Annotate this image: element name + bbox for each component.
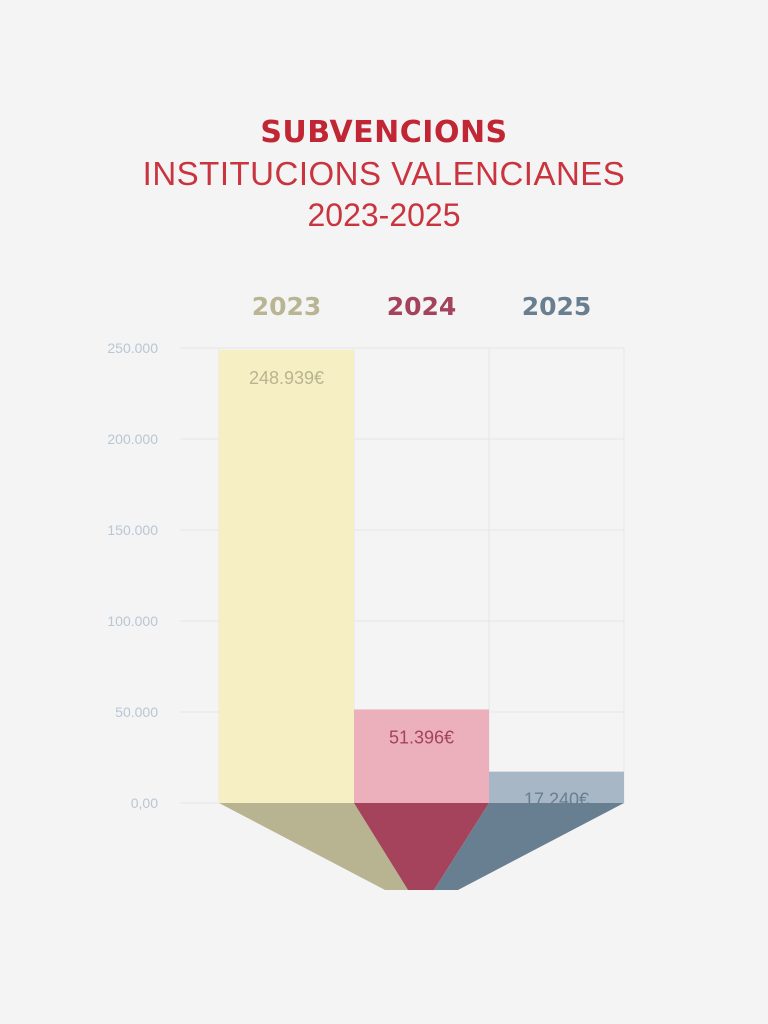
bar-2025	[489, 771, 624, 803]
chart-title-main: SUBVENCIONS	[260, 115, 508, 150]
year-labels: 2023 2024 2025	[252, 292, 592, 321]
y-tick-label: 50.000	[115, 704, 158, 720]
data-labels: 248.939€ 51.396€ 17.240€	[249, 368, 589, 810]
funnel-segment-2024	[354, 803, 489, 890]
bars	[219, 349, 624, 803]
x-tick-label-2024: 2024	[387, 292, 457, 321]
data-label-2024: 51.396€	[389, 727, 454, 747]
title-block: SUBVENCIONS INSTITUCIONS VALENCIANES 202…	[0, 112, 768, 236]
y-axis: 0,00 50.000 100.000 150.000 200.000 250.000	[107, 340, 158, 811]
funnel-segment-2025	[434, 803, 624, 890]
bar-2023	[219, 349, 354, 803]
y-tick-label: 200.000	[107, 431, 158, 447]
y-tick-label: 250.000	[107, 340, 158, 356]
data-label-2025: 17.240€	[524, 790, 589, 810]
chart-title-years: 2023-2025	[307, 197, 461, 233]
y-tick-label: 100.000	[107, 613, 158, 629]
funnel-segment-2023	[219, 803, 408, 890]
x-tick-label-2025: 2025	[522, 292, 592, 321]
y-tick-label: 0,00	[131, 795, 158, 811]
funnel-base	[219, 803, 624, 890]
data-label-2023: 248.939€	[249, 368, 324, 388]
y-tick-label: 150.000	[107, 522, 158, 538]
bar-2024	[354, 709, 489, 803]
x-tick-label-2023: 2023	[252, 292, 322, 321]
chart-title-subtitle: INSTITUCIONS VALENCIANES	[142, 155, 626, 192]
